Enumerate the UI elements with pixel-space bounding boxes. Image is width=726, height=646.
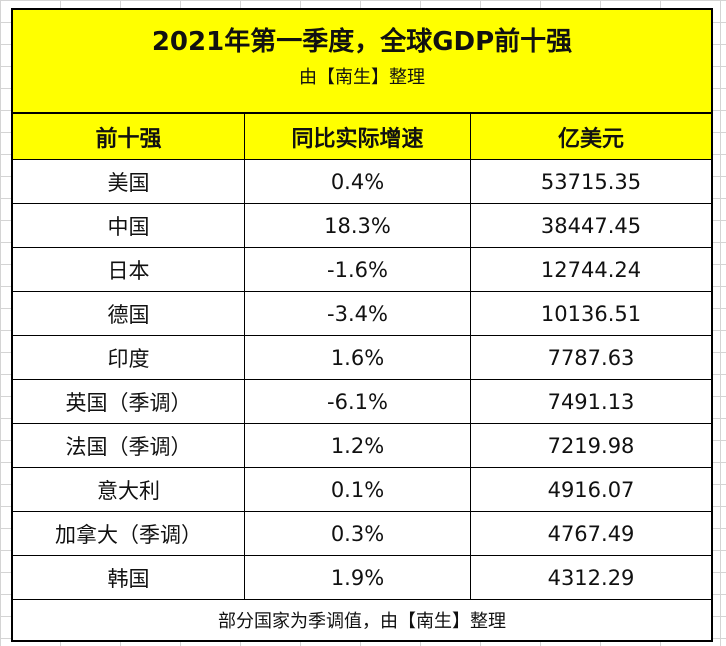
header-cell-usd[interactable]: 亿美元 (557, 126, 624, 152)
table-row: 韩国 1.9% 4312.29 (13, 556, 711, 600)
country-cell[interactable]: 日本 (13, 248, 245, 291)
growth-cell[interactable]: 0.3% (245, 512, 471, 555)
table-title: 2021年第一季度，全球GDP前十强 (151, 27, 573, 57)
country-cell[interactable]: 英国（季调） (13, 380, 245, 423)
title-block: 2021年第一季度，全球GDP前十强 由【南生】整理 (13, 10, 711, 114)
gdp-value-cell[interactable]: 7219.98 (547, 433, 635, 458)
gdp-value-cell[interactable]: 10136.51 (540, 301, 642, 326)
country-cell[interactable]: 印度 (13, 336, 245, 379)
table-row: 日本 -1.6% 12744.24 (13, 248, 711, 292)
gdp-value-cell[interactable]: 4916.07 (547, 477, 635, 502)
country-cell[interactable]: 法国（季调） (13, 424, 245, 467)
country-cell[interactable]: 美国 (13, 160, 245, 203)
growth-cell[interactable]: -6.1% (245, 380, 471, 423)
growth-cell[interactable]: -3.4% (245, 292, 471, 335)
growth-cell[interactable]: -1.6% (245, 248, 471, 291)
gdp-value-cell[interactable]: 38447.45 (540, 213, 642, 238)
country-cell[interactable]: 意大利 (13, 468, 245, 511)
table-row: 印度 1.6% 7787.63 (13, 336, 711, 380)
table-row: 美国 0.4% 53715.35 (13, 160, 711, 204)
growth-cell[interactable]: 0.4% (245, 160, 471, 203)
table-row: 法国（季调） 1.2% 7219.98 (13, 424, 711, 468)
country-cell[interactable]: 中国 (13, 204, 245, 247)
table-row: 中国 18.3% 38447.45 (13, 204, 711, 248)
gdp-value-cell[interactable]: 12744.24 (540, 257, 642, 282)
country-cell[interactable]: 韩国 (13, 556, 245, 599)
growth-cell[interactable]: 18.3% (245, 204, 471, 247)
table-footer: 部分国家为季调值，由【南生】整理 (218, 611, 506, 632)
table-row: 德国 -3.4% 10136.51 (13, 292, 711, 336)
country-cell[interactable]: 加拿大（季调） (13, 512, 245, 555)
gdp-value-cell[interactable]: 53715.35 (540, 169, 642, 194)
table-body: 美国 0.4% 53715.35 中国 18.3% 38447.45 日本 -1.6% 1274… (13, 160, 711, 600)
table-subtitle: 由【南生】整理 (299, 67, 425, 88)
gdp-value-cell[interactable]: 4312.29 (547, 565, 635, 590)
gdp-value-cell[interactable]: 7787.63 (547, 345, 635, 370)
header-cell-growth[interactable]: 同比实际增速 (245, 114, 471, 159)
table-row: 意大利 0.1% 4916.07 (13, 468, 711, 512)
growth-cell[interactable]: 0.1% (245, 468, 471, 511)
header-cell-rank[interactable]: 前十强 (13, 114, 245, 159)
growth-cell[interactable]: 1.6% (245, 336, 471, 379)
table-row: 加拿大（季调） 0.3% 4767.49 (13, 512, 711, 556)
growth-cell[interactable]: 1.2% (245, 424, 471, 467)
table-row: 英国（季调） -6.1% 7491.13 (13, 380, 711, 424)
country-cell[interactable]: 德国 (13, 292, 245, 335)
header-row: 前十强 同比实际增速 亿美元 (13, 114, 711, 160)
growth-cell[interactable]: 1.9% (245, 556, 471, 599)
gdp-value-cell[interactable]: 4767.49 (547, 521, 635, 546)
gdp-table: 2021年第一季度，全球GDP前十强 由【南生】整理 前十强 同比实际增速 亿美… (11, 8, 713, 642)
gdp-value-cell[interactable]: 7491.13 (547, 389, 635, 414)
